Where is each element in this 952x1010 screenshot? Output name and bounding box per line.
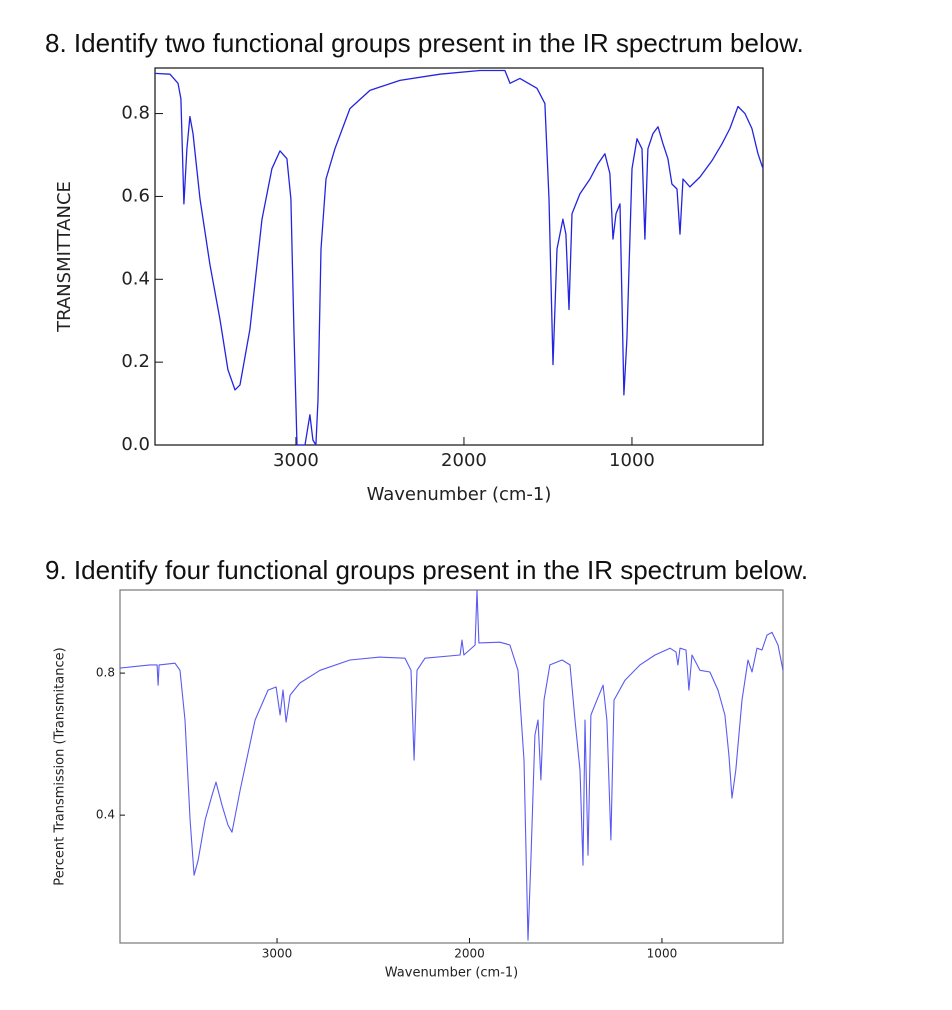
- y-tick-label: 0.2: [121, 351, 150, 372]
- spectrum-line: [119, 589, 784, 941]
- y-axis-label: TRANSMITTANCE: [54, 181, 75, 333]
- plot-frame: [154, 67, 764, 446]
- plot-frame: [119, 589, 784, 944]
- y-tick-label: 0.8: [96, 666, 115, 680]
- x-axis-label: Wavenumber (cm-1): [367, 484, 552, 505]
- question-8: 8. Identify two functional groups presen…: [45, 28, 804, 58]
- x-tick-label: 3000: [262, 946, 293, 960]
- x-tick-label: 3000: [273, 450, 319, 471]
- x-tick-label: 1000: [647, 946, 678, 960]
- x-axis-label: Wavenumber (cm-1): [385, 966, 518, 981]
- spectrum-line: [154, 69, 764, 446]
- y-tick-label: 0.4: [96, 808, 115, 822]
- y-tick-label: 0.8: [121, 103, 150, 124]
- x-tick-label: 1000: [609, 450, 655, 471]
- y-tick-label: 0.0: [121, 434, 150, 455]
- y-tick-label: 0.4: [121, 268, 150, 289]
- x-tick-label: 2000: [441, 450, 487, 471]
- y-tick-label: 0.6: [121, 185, 150, 206]
- x-tick-label: 2000: [454, 946, 485, 960]
- question-9: 9. Identify four functional groups prese…: [45, 555, 808, 585]
- y-axis-label: Percent Transmission (Transmitance): [53, 647, 68, 885]
